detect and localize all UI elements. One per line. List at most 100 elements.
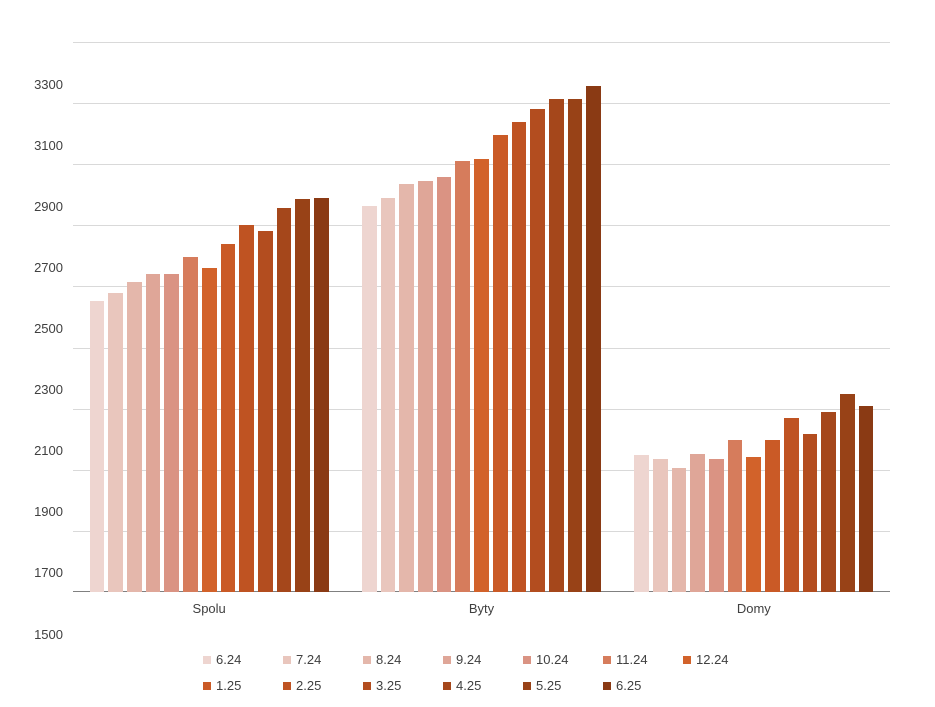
bar-domy-1.25 (765, 440, 780, 592)
bar-domy-3.25 (802, 433, 818, 592)
legend-swatch-icon (443, 681, 451, 690)
legend-swatch-icon (363, 681, 371, 690)
y-axis-tick-label: 3300 (34, 76, 63, 92)
x-axis-label-spolu: Spolu (192, 601, 226, 616)
x-axis-label-domy: Domy (736, 601, 771, 616)
legend-swatch-icon (683, 655, 691, 664)
bar-spolu-2.25 (239, 225, 254, 592)
x-axis-category-row: Spolu Byty Domy (73, 601, 890, 616)
legend-label: 10.24 (536, 652, 569, 667)
legend-swatch-icon (603, 655, 611, 664)
legend-swatch-icon (363, 655, 371, 664)
bar-spolu-9.24 (145, 274, 161, 592)
bar-spolu-1.25 (220, 243, 236, 592)
y-axis-tick-label: 1500 (34, 626, 63, 642)
bar-byty-6.25 (586, 86, 601, 592)
bar-byty-3.25 (530, 109, 545, 592)
y-axis-tick-label: 2500 (34, 320, 63, 336)
bar-byty-12.24 (474, 159, 489, 592)
bar-domy-8.24 (671, 467, 687, 592)
gridline (73, 42, 890, 43)
legend-item-11.24: 11.24 (603, 651, 683, 668)
legend-swatch-icon (283, 681, 291, 690)
bar-byty-8.24 (399, 183, 415, 592)
bar-byty-11.24 (455, 161, 471, 592)
legend-swatch-icon (443, 655, 451, 664)
legend-label: 5.25 (536, 678, 562, 693)
bar-spolu-11.24 (183, 256, 198, 592)
legend-swatch-icon (203, 681, 211, 690)
bar-groups (73, 42, 890, 592)
bar-domy-7.24 (653, 459, 668, 592)
bar-spolu-10.24 (164, 274, 180, 592)
legend-label: 9.24 (456, 652, 482, 667)
y-axis-tick-label: 1900 (34, 504, 63, 520)
bar-byty-6.24 (362, 206, 377, 592)
legend-item-5.25: 5.25 (523, 677, 603, 694)
legend-item-7.24: 7.24 (283, 651, 363, 668)
legend-swatch-icon (523, 681, 531, 690)
bar-domy-12.24 (746, 456, 762, 592)
y-axis-tick-label: 2700 (34, 259, 63, 275)
bar-spolu-4.25 (276, 208, 292, 592)
legend-swatch-icon (603, 681, 611, 690)
legend-label: 2.25 (296, 678, 322, 693)
bar-domy-2.25 (783, 418, 799, 592)
x-axis-label-byty: Byty (468, 601, 495, 616)
bar-group-domy (618, 42, 890, 592)
bar-group-byty (345, 42, 617, 592)
legend-swatch-icon (523, 655, 531, 664)
legend-label: 8.24 (376, 652, 402, 667)
bar-byty-4.25 (548, 99, 564, 592)
legend-item-10.24: 10.24 (523, 651, 603, 668)
bar-byty-9.24 (418, 181, 433, 592)
y-axis-tick-label: 2100 (34, 443, 63, 459)
bar-domy-6.24 (634, 455, 650, 592)
bar-domy-4.25 (821, 412, 836, 592)
legend-item-8.24: 8.24 (363, 651, 443, 668)
legend-label: 11.24 (616, 652, 648, 667)
legend-item-6.25: 6.25 (603, 677, 683, 694)
bar-domy-6.25 (858, 405, 874, 592)
y-axis-tick-label: 2300 (34, 382, 63, 398)
bar-spolu-5.25 (295, 199, 310, 592)
bar-spolu-7.24 (108, 292, 124, 592)
bar-spolu-12.24 (201, 268, 217, 592)
legend-item-12.24: 12.24 (683, 651, 763, 668)
legend-item-2.25: 2.25 (283, 677, 363, 694)
legend-label: 6.24 (216, 652, 242, 667)
bar-spolu-6.25 (313, 198, 329, 592)
legend-item-9.24: 9.24 (443, 651, 523, 668)
legend-label: 12.24 (696, 652, 729, 667)
bar-byty-1.25 (492, 134, 508, 592)
bar-spolu-3.25 (257, 230, 273, 592)
bar-byty-2.25 (511, 122, 527, 592)
bar-byty-5.25 (567, 99, 583, 592)
legend-swatch-icon (283, 655, 291, 664)
legend-item-4.25: 4.25 (443, 677, 523, 694)
legend-swatch-icon (203, 655, 211, 664)
legend-label: 3.25 (376, 678, 402, 693)
bar-domy-5.25 (839, 394, 855, 592)
bar-domy-9.24 (690, 453, 706, 592)
legend-label: 6.25 (616, 678, 642, 693)
bar-domy-10.24 (709, 458, 724, 592)
y-axis-tick-label: 1700 (34, 565, 63, 581)
bar-group-spolu (73, 42, 345, 592)
bar-domy-11.24 (727, 439, 743, 592)
legend-label: 1.25 (216, 678, 242, 693)
bar-byty-10.24 (436, 177, 452, 592)
plot-area: 3300 3100 2900 2700 2500 2300 2100 1900 1700 1500 (34, 42, 890, 641)
legend-item-1.25: 1.25 (203, 677, 283, 694)
legend-item-6.24: 6.24 (203, 651, 283, 668)
legend: 6.24 7.24 8.24 9.24 10.24 11.24 12.24 1.25 2.25 3… (203, 651, 763, 694)
bar-spolu-8.24 (127, 282, 142, 592)
legend-label: 4.25 (456, 678, 482, 693)
bar-byty-7.24 (380, 198, 396, 592)
legend-label: 7.24 (296, 652, 322, 667)
gridline (73, 103, 890, 105)
legend-item-3.25: 3.25 (363, 677, 443, 694)
bar-spolu-6.24 (89, 301, 105, 592)
y-axis-tick-label: 3100 (34, 137, 63, 153)
